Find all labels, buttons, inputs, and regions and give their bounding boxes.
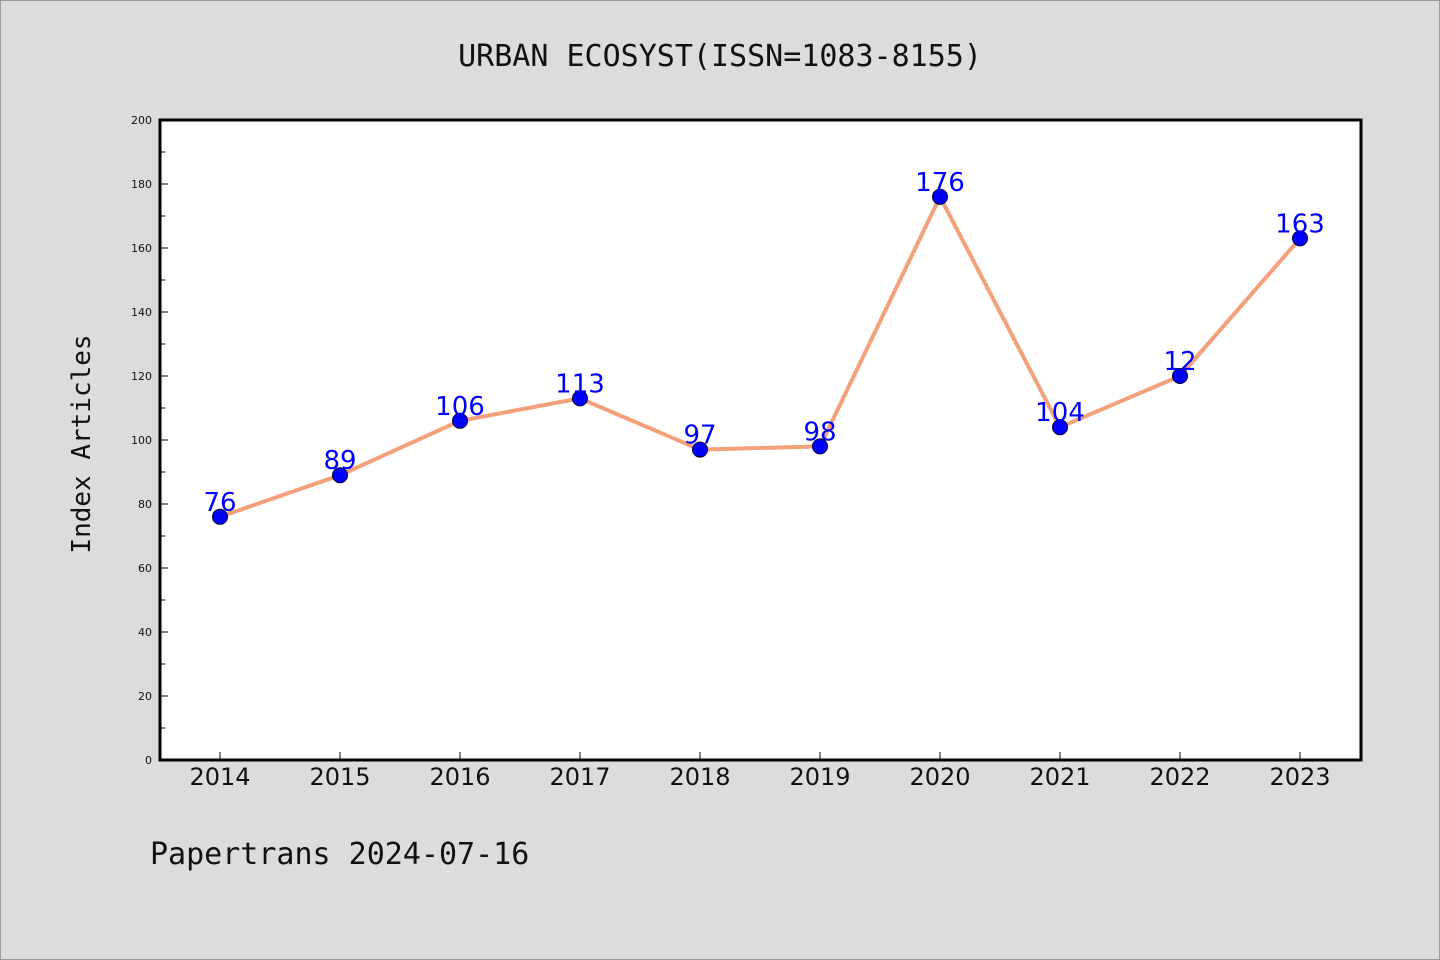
data-point-2019	[812, 438, 828, 455]
x-tick-label: 2016	[429, 763, 490, 791]
y-tick-label: 80	[138, 498, 152, 511]
x-tick-label: 2022	[1149, 763, 1210, 791]
data-label-2015: 89	[323, 446, 356, 476]
plot-area	[158, 118, 1363, 762]
data-label-2021: 104	[1035, 398, 1085, 428]
data-point-2020	[932, 188, 948, 205]
x-tick-label: 2018	[669, 763, 730, 791]
y-axis-label: Index Articles	[67, 334, 97, 553]
x-tick-label: 2017	[549, 763, 610, 791]
y-tick-label: 140	[131, 306, 152, 319]
data-label-2017: 113	[555, 369, 605, 399]
y-tick-label: 20	[138, 690, 152, 703]
x-tick-label: 2014	[189, 763, 250, 791]
data-label-2014: 76	[203, 488, 236, 518]
footer-text: Papertrans 2024-07-16	[150, 837, 529, 872]
data-label-2016: 106	[435, 392, 485, 422]
y-axis: 0 20 40 60 80 100 120 140 160 180 200	[131, 114, 168, 767]
x-tick-label: 2023	[1269, 763, 1330, 791]
x-tick-label: 2020	[909, 763, 970, 791]
y-tick-label: 60	[138, 562, 152, 575]
series-line	[219, 194, 1302, 519]
data-point-2023	[1292, 230, 1308, 247]
chart-title: URBAN ECOSYST(ISSN=1083-8155)	[458, 39, 982, 74]
y-tick-label: 120	[131, 370, 152, 383]
data-point-2016	[452, 412, 468, 429]
y-tick-label: 100	[131, 434, 152, 447]
data-label-2020: 176	[915, 168, 965, 198]
y-tick-label: 160	[131, 242, 152, 255]
data-labels: 76 89 106 113 97 98 176 104 12 163	[203, 168, 1324, 518]
data-point-2021	[1052, 419, 1068, 436]
data-label-2022: 12	[1163, 347, 1196, 377]
x-tick-label: 2021	[1029, 763, 1090, 791]
data-point-2015	[332, 467, 348, 484]
x-tick-label: 2015	[309, 763, 370, 791]
series-group	[212, 188, 1308, 525]
data-point-2022	[1172, 368, 1188, 384]
y-tick-label: 40	[138, 626, 152, 639]
data-point-2014	[212, 508, 228, 525]
y-tick-label: 0	[145, 754, 152, 767]
x-tick-label: 2019	[789, 763, 850, 791]
data-point-2017	[572, 390, 588, 407]
data-point-2018	[692, 441, 708, 458]
y-tick-label: 200	[131, 114, 152, 127]
data-label-2023: 163	[1275, 209, 1325, 239]
x-axis: 2014 2015 2016 2017 2018 2019 2020 2021 2022 2023	[189, 752, 1331, 791]
data-label-2018: 97	[683, 421, 716, 451]
y-tick-label: 180	[131, 178, 152, 191]
data-label-2019: 98	[803, 417, 836, 447]
